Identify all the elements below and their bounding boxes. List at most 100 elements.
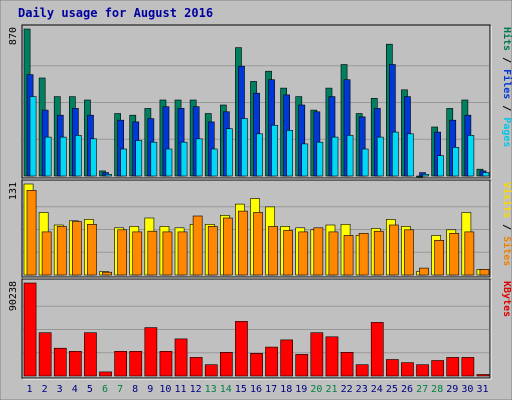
bar-sites-day-7 xyxy=(117,229,127,276)
x-tick-label: 15 xyxy=(235,384,247,395)
bar-sites-day-26 xyxy=(404,229,414,276)
bar-pages-day-13 xyxy=(210,148,218,177)
bar-sites-day-9 xyxy=(147,230,158,276)
bar-kbytes-day-13 xyxy=(204,364,218,377)
bar-sites-day-22 xyxy=(343,235,354,276)
legend-part: / xyxy=(501,218,512,236)
x-tick-label: 9 xyxy=(147,384,153,395)
x-axis-labels: 1 2 3 4 5 6 7 8 9 10 11 12 13 14 15 16 17 18 19 20 21 22 23 24 2… xyxy=(26,384,488,395)
bar-kbytes-day-27 xyxy=(416,364,429,377)
bar-kbytes-day-25 xyxy=(385,359,399,377)
x-tick-label: 31 xyxy=(476,384,488,395)
bar-kbytes-day-5 xyxy=(84,332,97,377)
legend-part: Pages xyxy=(501,117,512,147)
bar-sites-day-21 xyxy=(328,231,339,276)
bar-pages-day-7 xyxy=(120,148,127,177)
panel-kbytes: 90238 KBytes xyxy=(8,278,512,380)
x-tick-label: 24 xyxy=(371,384,383,395)
x-tick-label: 12 xyxy=(190,384,202,395)
bar-pages-day-23 xyxy=(361,148,369,177)
bar-kbytes-day-24 xyxy=(370,322,384,377)
bar-kbytes-day-29 xyxy=(446,357,460,377)
bar-sites-day-14 xyxy=(223,217,233,276)
bar-sites-day-10 xyxy=(162,231,173,276)
x-tick-label: 17 xyxy=(265,384,277,395)
panel-visits-sites: 131 Visits / Sites xyxy=(8,179,512,279)
x-tick-label: 22 xyxy=(341,384,353,395)
x-tick-label: 26 xyxy=(401,384,413,395)
bar-pages-day-14 xyxy=(226,128,233,177)
bar-pages-day-15 xyxy=(241,118,248,177)
x-tick-label: 25 xyxy=(386,384,398,395)
x-tick-label: 29 xyxy=(446,384,458,395)
bar-pages-day-19 xyxy=(301,143,309,177)
series-legend-label: KBytes xyxy=(501,281,512,317)
x-tick-label: 18 xyxy=(280,384,292,395)
bar-sites-day-5 xyxy=(87,224,97,276)
bar-pages-day-20 xyxy=(316,141,324,177)
bar-sites-day-1 xyxy=(26,190,37,276)
bar-sites-day-30 xyxy=(464,231,475,276)
y-max-label: 90238 xyxy=(8,281,19,311)
x-tick-label: 28 xyxy=(431,384,443,395)
bar-sites-day-6 xyxy=(102,271,112,276)
bar-kbytes-day-14 xyxy=(220,351,233,377)
bar-sites-day-8 xyxy=(132,231,143,276)
bar-kbytes-day-4 xyxy=(69,350,82,377)
bar-sites-day-28 xyxy=(434,240,445,276)
panel-hits-files-pages: 870 Hits / Files / Pages xyxy=(8,24,512,180)
bar-pages-day-10 xyxy=(165,148,173,177)
bar-sites-day-18 xyxy=(283,230,294,276)
bar-pages-day-2 xyxy=(44,136,52,177)
bar-pages-day-3 xyxy=(59,136,67,177)
x-tick-label: 14 xyxy=(220,384,232,395)
bar-pages-day-31 xyxy=(482,172,490,177)
bar-kbytes-day-9 xyxy=(144,327,158,377)
x-tick-label: 1 xyxy=(26,384,32,395)
bar-kbytes-day-17 xyxy=(265,346,278,377)
legend-part: Sites xyxy=(501,236,512,266)
bar-pages-day-30 xyxy=(467,135,475,177)
x-tick-label: 10 xyxy=(159,384,171,395)
bar-kbytes-day-15 xyxy=(235,321,248,377)
bar-sites-day-24 xyxy=(373,230,384,276)
legend-part: Hits xyxy=(501,27,512,51)
bar-pages-day-26 xyxy=(407,133,414,177)
bar-kbytes-day-26 xyxy=(401,362,414,377)
bar-kbytes-day-1 xyxy=(23,282,37,377)
bar-kbytes-day-6 xyxy=(99,371,112,377)
bar-sites-day-17 xyxy=(268,226,278,276)
bar-sites-day-20 xyxy=(313,227,324,276)
bar-sites-day-13 xyxy=(207,226,218,276)
bar-sites-day-15 xyxy=(238,210,248,276)
chart-title: Daily usage for August 2016 xyxy=(18,6,213,20)
bar-kbytes-day-20 xyxy=(310,332,324,377)
x-tick-label: 30 xyxy=(461,384,473,395)
x-tick-label: 27 xyxy=(416,384,428,395)
bar-pages-day-18 xyxy=(286,130,294,177)
y-max-label: 131 xyxy=(8,182,19,200)
bar-sites-day-25 xyxy=(388,224,399,276)
bar-sites-day-4 xyxy=(72,221,82,276)
x-tick-label: 7 xyxy=(117,384,123,395)
bar-sites-day-27 xyxy=(419,267,429,276)
legend-part: Files xyxy=(501,69,512,99)
bar-kbytes-day-21 xyxy=(325,336,339,377)
x-tick-label: 23 xyxy=(356,384,368,395)
bar-sites-day-16 xyxy=(253,212,263,276)
legend-part: / xyxy=(501,99,512,117)
bar-pages-day-17 xyxy=(271,125,278,177)
bar-pages-day-1 xyxy=(29,96,37,177)
y-max-label: 870 xyxy=(8,27,19,45)
bar-sites-day-31 xyxy=(479,269,490,276)
x-tick-label: 2 xyxy=(42,384,48,395)
bar-pages-day-12 xyxy=(195,138,203,177)
x-tick-label: 11 xyxy=(174,384,186,395)
bar-pages-day-24 xyxy=(376,136,384,177)
bar-kbytes-day-19 xyxy=(295,354,309,377)
bar-sites-day-11 xyxy=(177,231,188,276)
x-tick-label: 19 xyxy=(295,384,307,395)
bar-kbytes-day-31 xyxy=(476,374,490,377)
bar-kbytes-day-23 xyxy=(355,364,369,377)
